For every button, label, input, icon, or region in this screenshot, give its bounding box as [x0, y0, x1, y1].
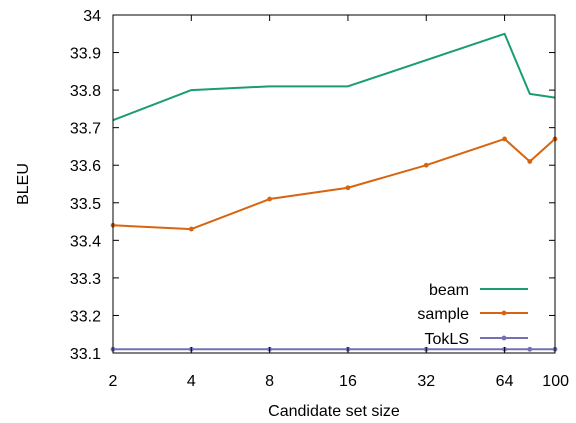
data-point-sample: [267, 196, 273, 202]
y-tick-label: 33.2: [70, 308, 101, 325]
x-tick-label: 8: [265, 373, 274, 390]
legend-marker-tokls: [501, 335, 507, 341]
legend-label-tokls: TokLS: [425, 331, 469, 348]
data-point-sample: [423, 162, 429, 168]
x-tick-label: 16: [339, 373, 357, 390]
series-line-sample: [112, 137, 556, 231]
series-sample: [110, 136, 558, 232]
legend: beam sample TokLS: [417, 282, 528, 348]
series-layer: [110, 32, 558, 352]
y-tick-label: 33.7: [70, 121, 101, 138]
y-tick-label: 34: [83, 8, 101, 25]
x-tick-label: 2: [109, 373, 118, 390]
series-beam: [112, 32, 556, 122]
x-axis-title: Candidate set size: [268, 403, 400, 420]
data-point-tokls: [527, 346, 533, 352]
x-tick-label: 64: [496, 373, 514, 390]
data-point-sample: [527, 159, 533, 164]
y-tick-label: 33.3: [70, 271, 101, 288]
y-tick-label: 33.5: [70, 196, 101, 213]
ticks-layer: 33.1 33.2 33.3 33.4 33.5 33.6 33.7 33.8 33.9 34 2 4…: [70, 8, 569, 390]
legend-label-beam: beam: [429, 282, 469, 299]
y-tick-label: 33.6: [70, 158, 101, 175]
y-tick-label: 33.1: [70, 346, 101, 363]
x-tick-label: 4: [187, 373, 196, 390]
plot-frame: [112, 14, 556, 354]
legend-label-sample: sample: [417, 306, 469, 323]
data-point-sample: [188, 226, 194, 232]
x-tick-label: 32: [417, 373, 435, 390]
x-tick-label: 100: [542, 373, 569, 390]
data-point-sample: [345, 185, 351, 191]
y-axis-title: BLEU: [15, 163, 32, 205]
y-tick-label: 33.8: [70, 83, 101, 100]
series-tokls: [110, 346, 558, 352]
series-line-beam: [112, 32, 556, 122]
y-tick-label: 33.9: [70, 46, 101, 63]
legend-marker-sample: [501, 310, 507, 316]
y-tick-label: 33.4: [70, 233, 101, 250]
data-point-sample: [502, 136, 507, 142]
